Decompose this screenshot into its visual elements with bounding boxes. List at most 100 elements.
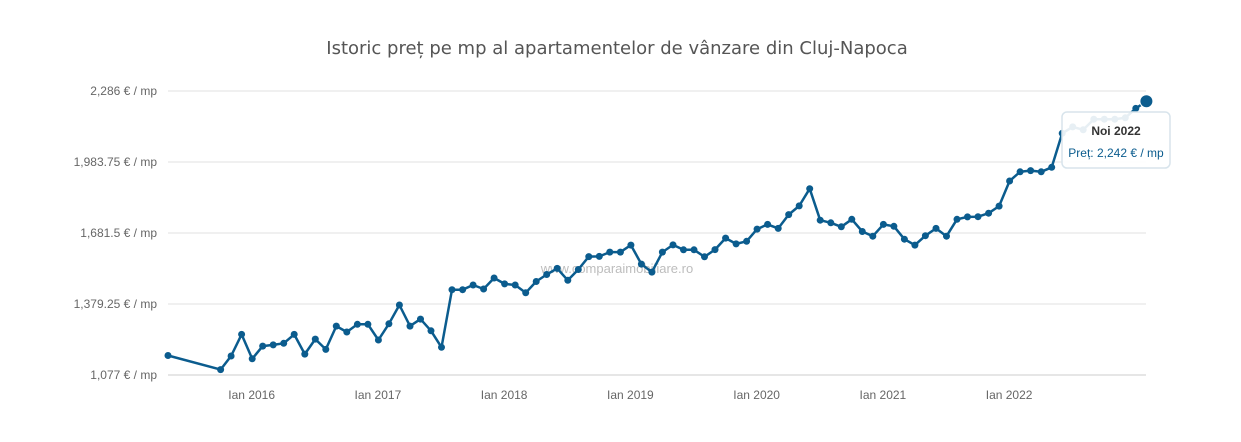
data-point[interactable] — [395, 301, 403, 309]
data-point[interactable] — [837, 223, 845, 231]
data-point[interactable] — [227, 352, 235, 360]
data-point[interactable] — [795, 202, 803, 210]
y-tick-label: 1,681.5 € / mp — [80, 226, 157, 240]
data-point[interactable] — [238, 330, 246, 338]
data-point[interactable] — [753, 225, 761, 233]
data-point[interactable] — [932, 224, 940, 232]
data-point[interactable] — [606, 248, 614, 256]
data-point[interactable] — [1132, 104, 1140, 112]
data-point[interactable] — [764, 220, 772, 228]
data-point[interactable] — [553, 264, 561, 272]
data-point[interactable] — [774, 224, 782, 232]
chart-title: Istoric preț pe mp al apartamentelor de … — [326, 38, 907, 59]
data-point[interactable] — [680, 246, 687, 254]
data-point[interactable] — [406, 322, 414, 330]
data-point[interactable] — [858, 228, 866, 235]
data-point[interactable] — [311, 335, 319, 343]
data-point[interactable] — [459, 286, 467, 294]
data-point[interactable] — [974, 213, 982, 221]
data-point[interactable] — [637, 260, 645, 268]
y-tick-label: 1,983.75 € / mp — [74, 155, 158, 169]
highlighted-point[interactable] — [1139, 94, 1154, 109]
data-point[interactable] — [385, 320, 393, 328]
data-point[interactable] — [1027, 167, 1035, 175]
y-tick-label: 2,286 € / mp — [90, 84, 157, 98]
data-point[interactable] — [806, 185, 814, 193]
data-point[interactable] — [722, 234, 730, 242]
data-point[interactable] — [259, 342, 267, 350]
data-point[interactable] — [427, 327, 435, 335]
data-point[interactable] — [711, 246, 719, 254]
data-point[interactable] — [490, 274, 498, 282]
data-point[interactable] — [564, 276, 572, 284]
tooltip-value: Preț: 2,242 € / mp — [1068, 146, 1164, 160]
data-point[interactable] — [364, 320, 372, 328]
data-point[interactable] — [616, 248, 624, 256]
data-point[interactable] — [438, 343, 445, 351]
data-point[interactable] — [280, 339, 288, 347]
data-point[interactable] — [595, 252, 603, 260]
data-point[interactable] — [648, 268, 656, 276]
data-point[interactable] — [900, 235, 908, 243]
data-point[interactable] — [743, 237, 751, 245]
data-point[interactable] — [417, 315, 424, 323]
data-point[interactable] — [164, 352, 172, 359]
data-point[interactable] — [669, 241, 677, 249]
data-point[interactable] — [511, 281, 519, 289]
data-point[interactable] — [301, 350, 309, 358]
data-point[interactable] — [585, 253, 593, 261]
data-point[interactable] — [522, 289, 530, 297]
data-point[interactable] — [332, 322, 340, 330]
x-tick-label: Ian 2016 — [228, 388, 275, 402]
tooltip: Noi 2022 Preț: 2,242 € / mp — [1061, 111, 1171, 169]
data-point[interactable] — [732, 240, 740, 248]
data-point[interactable] — [248, 355, 256, 363]
data-point[interactable] — [343, 328, 351, 336]
data-point[interactable] — [1006, 177, 1014, 185]
data-point[interactable] — [785, 211, 793, 219]
data-point[interactable] — [985, 209, 993, 217]
data-point[interactable] — [469, 281, 477, 289]
data-point[interactable] — [1037, 168, 1045, 176]
data-point[interactable] — [543, 271, 551, 278]
tooltip-title: Noi 2022 — [1091, 124, 1141, 138]
data-point[interactable] — [995, 202, 1003, 210]
x-tick-label: Ian 2022 — [986, 388, 1033, 402]
data-point[interactable] — [953, 215, 961, 223]
data-point[interactable] — [627, 241, 635, 249]
x-tick-label: Ian 2019 — [607, 388, 654, 402]
data-point[interactable] — [353, 320, 361, 328]
data-point[interactable] — [480, 285, 488, 293]
data-point[interactable] — [911, 241, 919, 249]
data-point[interactable] — [964, 213, 971, 221]
series-line — [167, 100, 1148, 371]
data-point[interactable] — [701, 253, 708, 261]
data-point[interactable] — [290, 330, 298, 338]
data-point[interactable] — [879, 220, 887, 228]
data-point[interactable] — [1048, 163, 1056, 171]
data-point[interactable] — [827, 219, 835, 227]
data-point[interactable] — [269, 341, 277, 349]
data-point[interactable] — [448, 286, 456, 294]
data-point[interactable] — [217, 366, 225, 374]
x-tick-label: Ian 2021 — [860, 388, 907, 402]
data-point[interactable] — [869, 232, 877, 240]
data-point[interactable] — [322, 345, 330, 353]
data-point[interactable] — [921, 232, 929, 240]
x-tick-label: Ian 2017 — [355, 388, 402, 402]
x-tick-label: Ian 2018 — [481, 388, 528, 402]
data-point[interactable] — [690, 246, 698, 254]
price-series — [164, 94, 1154, 374]
data-point[interactable] — [532, 278, 540, 285]
data-point[interactable] — [890, 222, 898, 230]
data-point[interactable] — [574, 266, 582, 273]
data-point[interactable] — [658, 248, 666, 256]
grid-lines — [168, 90, 1146, 376]
data-point[interactable] — [943, 232, 950, 240]
data-point[interactable] — [848, 215, 856, 223]
data-point[interactable] — [816, 216, 824, 224]
data-point[interactable] — [374, 336, 382, 344]
data-point[interactable] — [501, 280, 509, 288]
data-point[interactable] — [1016, 168, 1024, 176]
